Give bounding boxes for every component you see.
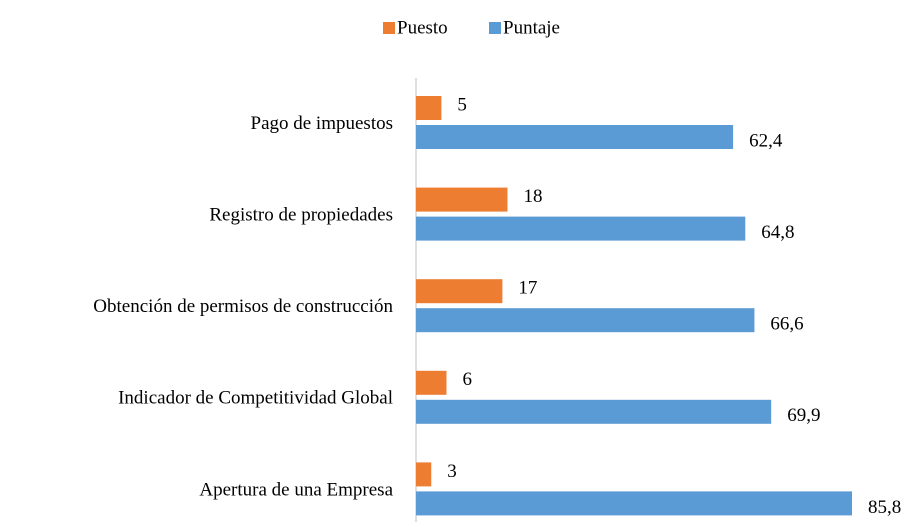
legend-swatch xyxy=(383,22,395,34)
bar xyxy=(416,279,503,304)
value-label: 5 xyxy=(457,94,467,115)
bar xyxy=(416,125,734,149)
value-label: 17 xyxy=(518,278,537,299)
value-label: 64,8 xyxy=(761,222,794,243)
bar xyxy=(416,216,746,241)
value-label: 18 xyxy=(523,186,542,207)
bar xyxy=(416,491,852,516)
bar xyxy=(416,96,442,120)
bar xyxy=(416,370,447,395)
bar xyxy=(416,462,432,487)
category-label: Obtención de permisos de construcción xyxy=(93,296,393,317)
value-label: 85,8 xyxy=(868,497,901,518)
value-label: 69,9 xyxy=(787,405,820,426)
category-label: Registro de propiedades xyxy=(209,204,393,225)
legend-swatch xyxy=(489,22,501,34)
category-label: Pago de impuestos xyxy=(251,113,394,134)
value-label: 6 xyxy=(462,369,472,390)
category-label: Indicador de Competitividad Global xyxy=(118,388,393,409)
value-label: 66,6 xyxy=(770,314,803,335)
bar xyxy=(416,399,772,424)
value-label: 62,4 xyxy=(749,130,783,151)
legend-label: Puesto xyxy=(397,17,448,38)
value-label: 3 xyxy=(447,461,457,482)
category-label: Apertura de una Empresa xyxy=(199,479,393,500)
bar xyxy=(416,308,755,333)
bar xyxy=(416,187,508,212)
legend-label: Puntaje xyxy=(503,17,560,38)
